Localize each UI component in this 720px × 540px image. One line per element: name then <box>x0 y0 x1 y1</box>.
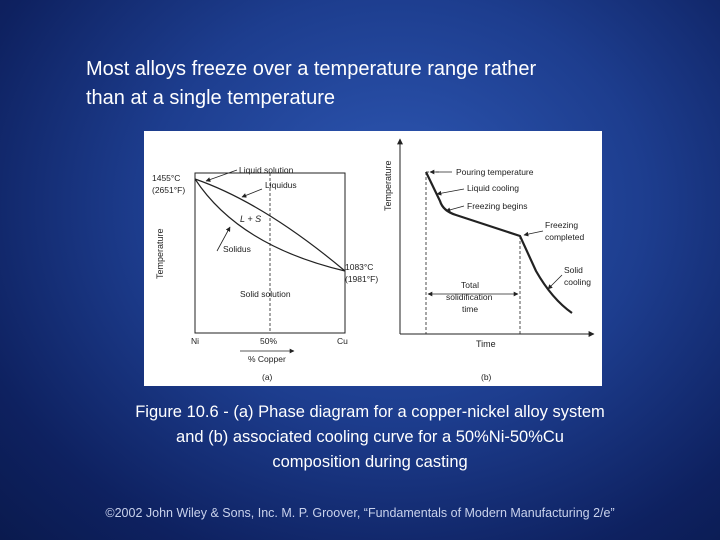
label-liquid-cooling: Liquid cooling <box>467 183 519 193</box>
caption-line-2: and (b) associated cooling curve for a 5… <box>176 428 564 446</box>
heading-line-2: than at a single temperature <box>86 87 336 109</box>
copyright-credit: ©2002 John Wiley & Sons, Inc. M. P. Groo… <box>105 506 615 520</box>
x-axis-time: Time <box>476 339 496 349</box>
cooling-curve <box>425 171 573 314</box>
label-solid-solution: Solid solution <box>240 289 291 299</box>
label-solidus: Solidus <box>223 244 251 254</box>
label-freezing-completed-1: Freezing <box>545 220 578 230</box>
label-freezing-completed-2: completed <box>545 232 584 242</box>
x-axis-copper: % Copper <box>248 354 286 364</box>
label-liquid-solution: Liquid solution <box>239 165 294 175</box>
left-temp-f: (2651°F) <box>152 185 185 195</box>
tick-cu: Cu <box>337 336 348 346</box>
liquidus-pointer <box>241 188 263 198</box>
phase-diagram-a: 1455°C (2651°F) Temperature Liquid solut… <box>152 165 378 382</box>
tick-50: 50% <box>260 336 277 346</box>
liquid-cooling-pointer <box>436 188 465 196</box>
label-pouring: Pouring temperature <box>456 167 534 177</box>
panel-tag-b: (b) <box>481 372 492 382</box>
caption-line-1: Figure 10.6 ‑ (a) Phase diagram for a co… <box>135 403 605 421</box>
right-temp-f: (1981°F) <box>345 274 378 284</box>
label-solid-cooling-2: cooling <box>564 277 591 287</box>
label-solid-cooling-1: Solid <box>564 265 583 275</box>
solid-cooling-pointer <box>547 274 563 290</box>
caption-line-3: composition during casting <box>272 453 468 471</box>
liquidus-line <box>194 178 346 272</box>
figure-caption: Figure 10.6 ‑ (a) Phase diagram for a co… <box>60 400 680 475</box>
freezing-completed-pointer <box>523 230 544 237</box>
freezing-begins-pointer <box>445 205 465 213</box>
slide-heading: Most alloys freeze over a temperature ra… <box>86 55 686 113</box>
right-temp-c: 1083°C <box>345 262 373 272</box>
liquid-solution-pointer <box>205 169 238 182</box>
cooling-curve-b: Temperature Pouring temperature Liquid c… <box>383 138 595 382</box>
panel-tag-a: (a) <box>262 372 273 382</box>
figure-svg: 1455°C (2651°F) Temperature Liquid solut… <box>152 138 595 382</box>
solidus-pointer <box>216 226 231 252</box>
heading-line-1: Most alloys freeze over a temperature ra… <box>86 58 537 80</box>
left-temp-c: 1455°C <box>152 173 180 183</box>
label-total-1: Total <box>461 280 479 290</box>
label-liquidus: Liquidus <box>265 180 297 190</box>
label-freezing-begins: Freezing begins <box>467 201 527 211</box>
tick-ni: Ni <box>191 336 199 346</box>
label-total-2: solidification <box>446 292 493 302</box>
cooling-y-axis-label: Temperature <box>383 160 393 211</box>
label-two-phase: L + S <box>240 214 261 224</box>
label-total-3: time <box>462 304 478 314</box>
figure-panel: 1455°C (2651°F) Temperature Liquid solut… <box>144 131 602 386</box>
solidus-line <box>194 178 346 272</box>
phase-y-axis-label: Temperature <box>155 228 165 279</box>
